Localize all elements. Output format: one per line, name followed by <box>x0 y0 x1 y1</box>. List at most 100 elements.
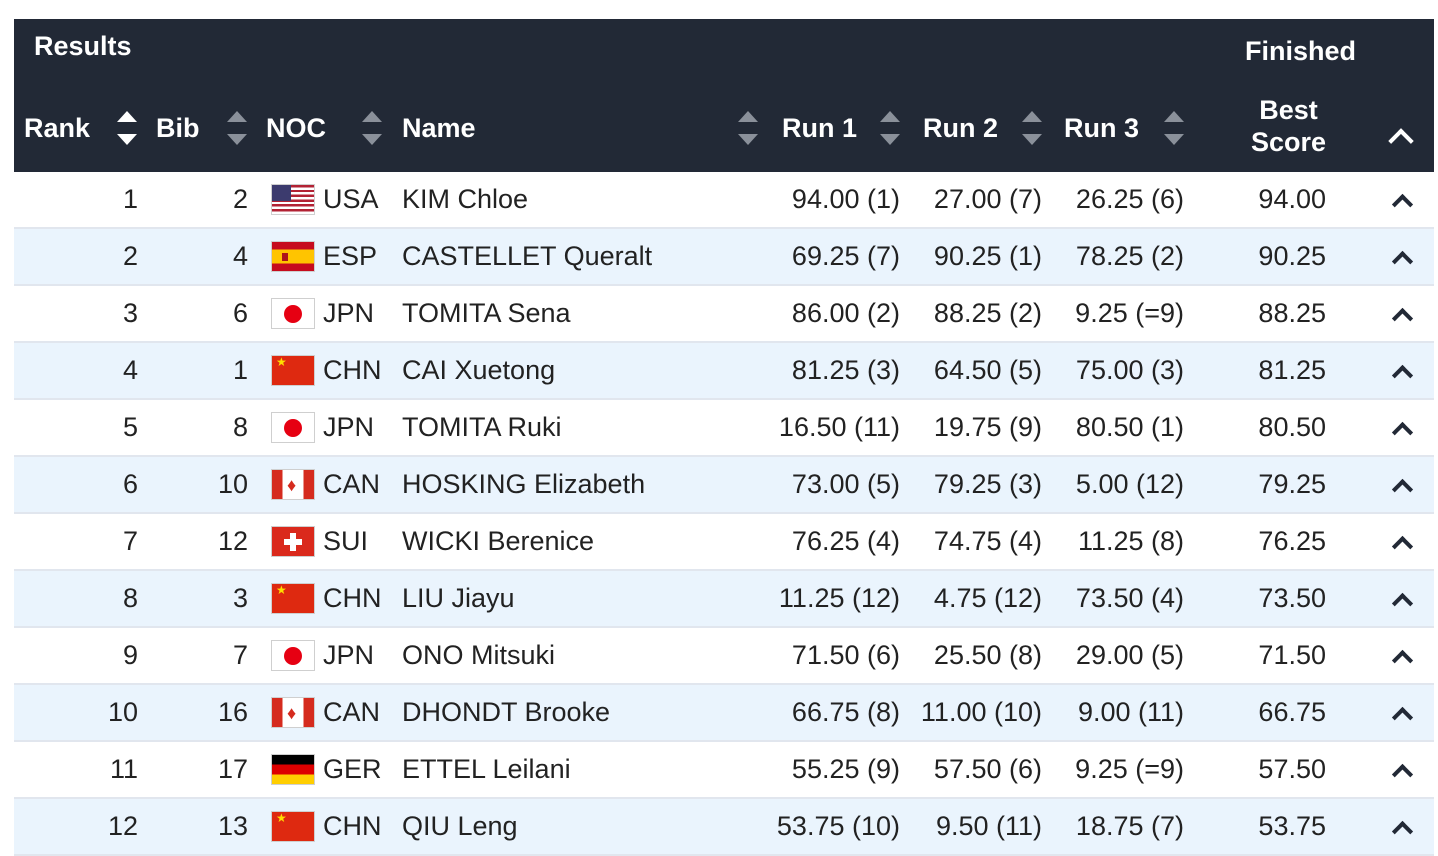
run1-score: 81.25 (3) <box>791 355 900 385</box>
collapse-all-chevron-up-icon[interactable] <box>1388 128 1414 154</box>
results-header: Results Finished Rank Bib NOC Name Run 1… <box>14 19 1434 172</box>
sort-bib-icon[interactable] <box>227 111 247 145</box>
noc-cell: CHN <box>323 583 382 613</box>
best-score: 76.25 <box>1258 526 1326 556</box>
run2-score: 90.25 (1) <box>933 241 1042 271</box>
athlete-name: HOSKING Elizabeth <box>402 469 646 499</box>
expand-row-chevron-up-icon[interactable] <box>1391 478 1414 501</box>
run3-score: 9.25 (=9) <box>1075 754 1184 784</box>
sort-name-icon[interactable] <box>738 111 758 145</box>
expand-row-chevron-up-icon[interactable] <box>1391 250 1414 273</box>
noc-cell: ESP <box>323 241 378 271</box>
noc-cell: JPN <box>323 412 375 442</box>
table-row[interactable]: 6 10 CAN HOSKING Elizabeth 73.00 (5) 79.25 (3… <box>14 457 1434 514</box>
run2-score: 25.50 (8) <box>933 640 1042 670</box>
expand-row-chevron-up-icon[interactable] <box>1391 649 1414 672</box>
results-title: Results <box>34 31 132 61</box>
noc-cell: USA <box>323 184 379 214</box>
table-row[interactable]: 4 1 CHN CAI Xuetong 81.25 (3) 64.50 (5) 75.00 … <box>14 343 1434 400</box>
jpn-flag-icon <box>271 298 315 329</box>
run1-score: 76.25 (4) <box>791 526 900 556</box>
run2-score: 79.25 (3) <box>933 469 1042 499</box>
noc-cell: JPN <box>323 298 375 328</box>
run1-score: 55.25 (9) <box>791 754 900 784</box>
athlete-name: ONO Mitsuki <box>402 640 556 670</box>
run3-score: 75.00 (3) <box>1075 355 1184 385</box>
sort-rank-icon[interactable] <box>117 111 137 145</box>
run3-score: 78.25 (2) <box>1075 241 1184 271</box>
run2-score: 4.75 (12) <box>933 583 1042 613</box>
expand-row-chevron-up-icon[interactable] <box>1391 763 1414 786</box>
table-row[interactable]: 5 8 JPN TOMITA Ruki 16.50 (11) 19.75 (9) 80.50… <box>14 400 1434 457</box>
run3-score: 18.75 (7) <box>1075 811 1184 841</box>
table-row[interactable]: 7 12 SUI WICKI Berenice 76.25 (4) 74.75 (4) 11… <box>14 514 1434 571</box>
rank-cell: 7 <box>122 526 138 556</box>
column-header-run2[interactable]: Run 2 <box>923 113 999 143</box>
table-row[interactable]: 9 7 JPN ONO Mitsuki 71.50 (6) 25.50 (8) 29.00 … <box>14 628 1434 685</box>
column-header-bib[interactable]: Bib <box>156 113 200 143</box>
run1-score: 16.50 (11) <box>778 412 900 442</box>
run1-score: 94.00 (1) <box>791 184 900 214</box>
bib-cell: 10 <box>217 469 248 499</box>
sort-noc-icon[interactable] <box>362 111 382 145</box>
noc-cell: GER <box>323 754 382 784</box>
column-header-run1[interactable]: Run 1 <box>782 113 858 143</box>
column-header-name[interactable]: Name <box>402 113 476 143</box>
rank-cell: 12 <box>107 811 138 841</box>
column-header-noc[interactable]: NOC <box>266 113 326 143</box>
chn-flag-icon <box>271 811 315 842</box>
bib-cell: 2 <box>232 184 248 214</box>
best-score: 81.25 <box>1258 355 1326 385</box>
run2-score: 19.75 (9) <box>933 412 1042 442</box>
results-rows: 1 2 USA KIM Chloe 94.00 (1) 27.00 (7) 26.25 (6… <box>14 172 1434 856</box>
expand-row-chevron-up-icon[interactable] <box>1391 193 1414 216</box>
table-row[interactable]: 10 16 CAN DHONDT Brooke 66.75 (8) 11.00 (10) 9… <box>14 685 1434 742</box>
bib-cell: 12 <box>217 526 248 556</box>
expand-row-chevron-up-icon[interactable] <box>1391 535 1414 558</box>
run1-score: 53.75 (10) <box>776 811 900 841</box>
bib-cell: 1 <box>232 355 248 385</box>
expand-row-chevron-up-icon[interactable] <box>1391 364 1414 387</box>
table-row[interactable]: 1 2 USA KIM Chloe 94.00 (1) 27.00 (7) 26.25 (6… <box>14 172 1434 229</box>
rank-cell: 3 <box>122 298 138 328</box>
run1-score: 69.25 (7) <box>791 241 900 271</box>
table-row[interactable]: 11 17 GER ETTEL Leilani 55.25 (9) 57.50 (6) 9.… <box>14 742 1434 799</box>
best-score: 90.25 <box>1258 241 1326 271</box>
chn-flag-icon <box>271 355 315 386</box>
column-header-rank[interactable]: Rank <box>24 113 91 143</box>
expand-row-chevron-up-icon[interactable] <box>1391 820 1414 843</box>
run3-score: 29.00 (5) <box>1075 640 1184 670</box>
sort-run1-icon[interactable] <box>880 111 900 145</box>
expand-row-chevron-up-icon[interactable] <box>1391 421 1414 444</box>
best-score: 88.25 <box>1258 298 1326 328</box>
table-row[interactable]: 8 3 CHN LIU Jiayu 11.25 (12) 4.75 (12) 73.50 (… <box>14 571 1434 628</box>
run1-score: 66.75 (8) <box>791 697 900 727</box>
table-row[interactable]: 3 6 JPN TOMITA Sena 86.00 (2) 88.25 (2) 9.25 (… <box>14 286 1434 343</box>
sui-flag-icon <box>271 526 315 557</box>
sort-run3-icon[interactable] <box>1164 111 1184 145</box>
rank-cell: 10 <box>107 697 138 727</box>
run2-score: 9.50 (11) <box>935 811 1042 841</box>
column-header-best-score[interactable]: Best Score <box>1251 94 1326 158</box>
rank-cell: 2 <box>122 241 138 271</box>
run1-score: 73.00 (5) <box>791 469 900 499</box>
expand-row-chevron-up-icon[interactable] <box>1391 706 1414 729</box>
run3-score: 9.00 (11) <box>1077 697 1184 727</box>
best-score: 79.25 <box>1258 469 1326 499</box>
column-header-run3[interactable]: Run 3 <box>1064 113 1140 143</box>
rank-cell: 5 <box>122 412 138 442</box>
expand-row-chevron-up-icon[interactable] <box>1391 307 1414 330</box>
table-row[interactable]: 12 13 CHN QIU Leng 53.75 (10) 9.50 (11) 18.75 … <box>14 799 1434 856</box>
table-row[interactable]: 2 4 ESP CASTELLET Queralt 69.25 (7) 90.25 (1)… <box>14 229 1434 286</box>
bib-cell: 13 <box>217 811 248 841</box>
run3-score: 5.00 (12) <box>1075 469 1184 499</box>
bib-cell: 17 <box>217 754 248 784</box>
run1-score: 71.50 (6) <box>791 640 900 670</box>
sort-run2-icon[interactable] <box>1022 111 1042 145</box>
run2-score: 57.50 (6) <box>933 754 1042 784</box>
best-score-label-line2: Score <box>1250 127 1326 157</box>
athlete-name: DHONDT Brooke <box>402 697 611 727</box>
expand-row-chevron-up-icon[interactable] <box>1391 592 1414 615</box>
athlete-name: TOMITA Sena <box>402 298 571 328</box>
rank-cell: 1 <box>122 184 138 214</box>
